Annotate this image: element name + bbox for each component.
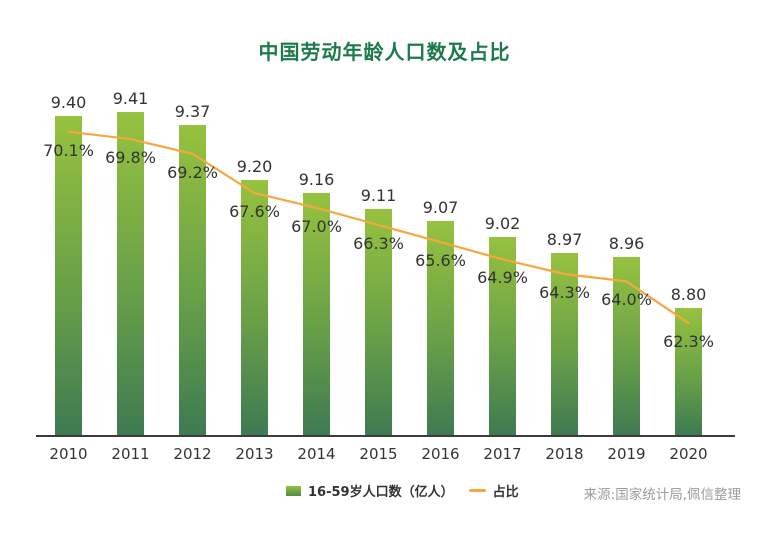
source-note: 来源:国家统计局,佩信整理: [583, 487, 741, 503]
x-axis-label-2020: 2020: [669, 445, 708, 463]
x-axis-label-2015: 2015: [359, 445, 398, 463]
ratio-value-label: 62.3%: [663, 332, 714, 352]
legend: 16-59岁人口数（亿人） 占比: [286, 481, 519, 500]
x-axis-label-2011: 2011: [111, 445, 150, 463]
ratio-value-label: 65.6%: [415, 251, 466, 271]
bar-value-label: 8.80: [670, 284, 707, 304]
x-axis-label-2017: 2017: [483, 445, 522, 463]
bar-value-label: 8.96: [608, 233, 645, 253]
bar-value-label: 9.37: [174, 102, 211, 122]
ratio-value-label: 69.8%: [105, 148, 156, 168]
bar-value-label: 9.20: [236, 156, 273, 176]
x-axis-label-2010: 2010: [49, 445, 88, 463]
ratio-value-label: 67.0%: [291, 216, 342, 236]
chart-title: 中国劳动年龄人口数及占比: [258, 40, 511, 64]
x-axis-line: [36, 435, 735, 437]
bar-2018: [551, 253, 578, 436]
bar-value-label: 9.16: [298, 169, 335, 189]
bar-value-label: 9.11: [360, 185, 397, 205]
ratio-value-label: 66.3%: [353, 233, 404, 253]
x-axis-label-2013: 2013: [235, 445, 274, 463]
ratio-value-label: 64.0%: [601, 290, 652, 310]
bar-2020: [675, 307, 702, 436]
bar-2017: [489, 237, 516, 436]
bar-2010: [55, 115, 82, 436]
x-axis-label-2016: 2016: [421, 445, 460, 463]
ratio-value-label: 70.1%: [43, 140, 94, 160]
ratio-value-label: 64.3%: [539, 283, 590, 303]
bar-value-label: 9.02: [484, 214, 521, 234]
line-series-legend-label: 占比: [492, 485, 519, 500]
x-axis-label-2012: 2012: [173, 445, 212, 463]
bar-series-legend-label: 16-59岁人口数（亿人）: [308, 485, 454, 500]
line-series-dash-icon: [468, 489, 486, 492]
bar-2019: [613, 256, 640, 436]
x-axis-label-2014: 2014: [297, 445, 336, 463]
x-axis-label-2018: 2018: [545, 445, 584, 463]
bar-value-label: 9.41: [112, 89, 149, 109]
bar-value-label: 8.97: [546, 230, 583, 250]
ratio-value-label: 64.9%: [477, 268, 528, 288]
bar-value-label: 9.40: [50, 92, 87, 112]
ratio-value-label: 69.2%: [167, 162, 218, 182]
x-axis-label-2019: 2019: [607, 445, 646, 463]
bar-series-swatch-icon: [286, 485, 301, 496]
ratio-value-label: 67.6%: [229, 202, 280, 222]
bar-value-label: 9.07: [422, 198, 459, 218]
